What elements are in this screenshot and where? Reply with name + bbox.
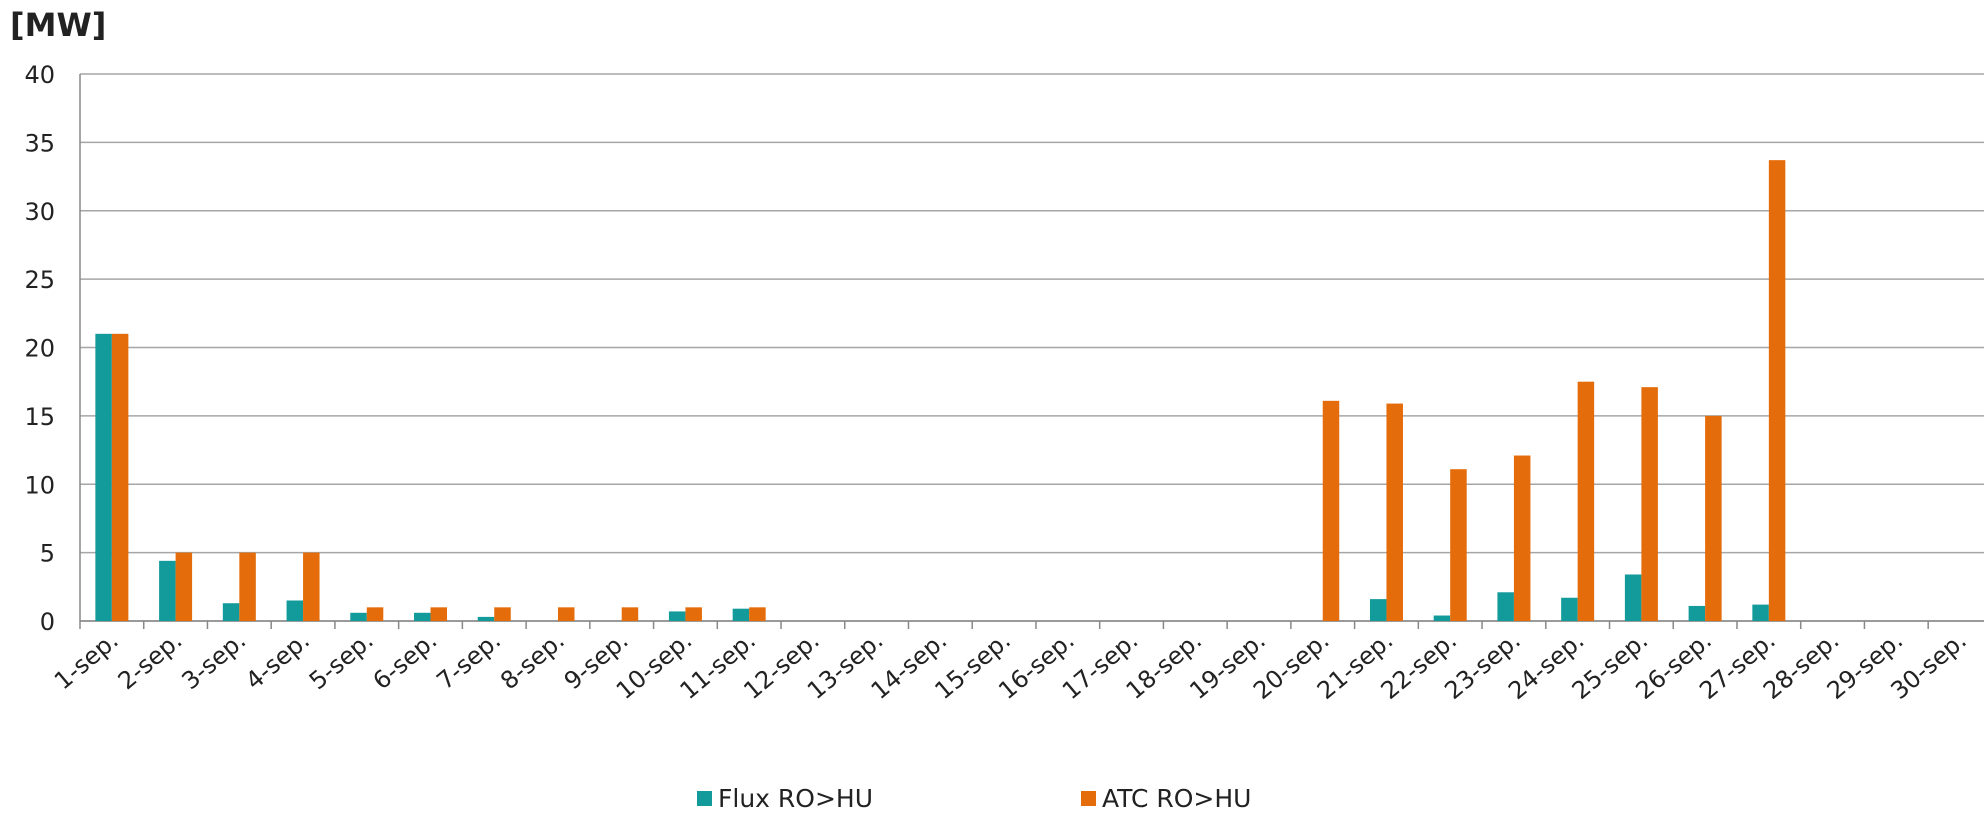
bar-flux-25-sep.	[1624, 574, 1642, 621]
y-tick-label-10: 10	[24, 471, 55, 499]
x-tick-label-2-sep.: 2-sep.	[113, 626, 188, 695]
x-tick-label-4-sep.: 4-sep.	[240, 626, 315, 695]
y-tick-label-30: 30	[24, 198, 55, 226]
bar-flux-10-sep.	[668, 611, 686, 621]
bar-atc-3-sep.	[239, 552, 256, 621]
y-tick-label-15: 15	[24, 403, 55, 431]
bar-flux-2-sep.	[159, 560, 176, 621]
x-tick-label-7-sep.: 7-sep.	[431, 626, 506, 695]
y-unit-label: [MW]	[10, 6, 107, 44]
legend-swatch-flux	[697, 791, 712, 806]
bar-atc-6-sep.	[430, 607, 448, 621]
x-tick-label-8-sep.: 8-sep.	[495, 626, 570, 695]
bar-flux-5-sep.	[350, 612, 367, 621]
bar-atc-21-sep.	[1386, 403, 1403, 621]
bar-atc-2-sep.	[175, 552, 193, 621]
x-tick-label-3-sep.: 3-sep.	[176, 626, 251, 695]
bar-flux-7-sep.	[477, 616, 495, 621]
y-tick-label-35: 35	[24, 129, 55, 157]
bar-atc-24-sep.	[1577, 381, 1595, 621]
legend: Flux RO>HU ATC RO>HU	[0, 782, 1984, 814]
bar-atc-8-sep.	[557, 607, 575, 621]
bar-flux-21-sep.	[1369, 599, 1387, 621]
bar-flux-24-sep.	[1561, 597, 1578, 621]
bar-atc-10-sep.	[685, 607, 702, 621]
x-tick-label-5-sep.: 5-sep.	[304, 626, 379, 695]
bar-flux-23-sep.	[1497, 592, 1514, 621]
x-tick-label-1-sep.: 1-sep.	[49, 626, 124, 695]
legend-label-atc: ATC RO>HU	[1102, 784, 1252, 813]
bar-flux-22-sep.	[1433, 615, 1451, 621]
bar-atc-4-sep.	[303, 552, 320, 621]
legend-label-flux: Flux RO>HU	[718, 784, 874, 813]
bar-atc-25-sep.	[1641, 387, 1658, 621]
bar-flux-27-sep.	[1752, 604, 1769, 621]
bar-flux-26-sep.	[1688, 605, 1706, 621]
bar-atc-27-sep.	[1768, 160, 1786, 621]
y-tick-label-0: 0	[40, 608, 55, 636]
bar-flux-1-sep.	[95, 333, 112, 621]
bar-atc-23-sep.	[1513, 455, 1531, 621]
bar-atc-20-sep.	[1322, 400, 1340, 621]
x-tick-label-6-sep.: 6-sep.	[368, 626, 443, 695]
bar-atc-11-sep.	[749, 607, 766, 621]
legend-swatch-atc	[1081, 791, 1096, 806]
y-tick-label-25: 25	[24, 266, 55, 294]
bar-atc-22-sep.	[1450, 469, 1467, 621]
bar-flux-11-sep.	[732, 608, 750, 621]
y-tick-label-20: 20	[24, 335, 55, 363]
bar-flux-4-sep.	[286, 600, 304, 621]
bar-atc-7-sep.	[494, 607, 511, 621]
y-tick-label-5: 5	[40, 540, 55, 568]
bar-atc-5-sep.	[366, 607, 384, 621]
bar-atc-26-sep.	[1705, 415, 1722, 621]
bar-atc-9-sep.	[621, 607, 639, 621]
bar-atc-1-sep.	[111, 333, 129, 621]
legend-item-atc: ATC RO>HU	[1081, 784, 1251, 813]
bar-flux-3-sep.	[222, 603, 240, 621]
legend-item-flux: Flux RO>HU	[697, 784, 873, 813]
bar-flux-6-sep.	[414, 612, 431, 621]
y-tick-label-40: 40	[24, 61, 55, 89]
